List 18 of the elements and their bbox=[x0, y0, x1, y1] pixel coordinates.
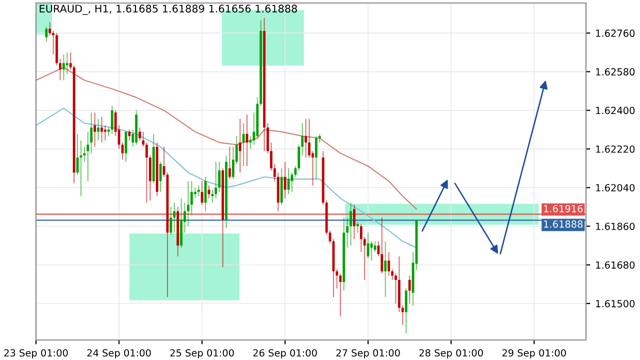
y-tick-label: 1.62400 bbox=[596, 106, 635, 114]
x-tick-label: 27 Sep 01:00 bbox=[336, 349, 400, 358]
x-tick-label: 29 Sep 01:00 bbox=[502, 349, 566, 358]
x-tick-label: 23 Sep 01:00 bbox=[4, 349, 68, 358]
y-tick-label: 1.62220 bbox=[596, 145, 635, 153]
y-tick-label: 1.61500 bbox=[596, 300, 635, 308]
ref-line-label: 1.61916 bbox=[544, 204, 583, 212]
x-tick-label: 24 Sep 01:00 bbox=[87, 349, 151, 358]
y-tick-label: 1.61680 bbox=[596, 261, 635, 269]
x-tick-label: 25 Sep 01:00 bbox=[170, 349, 234, 358]
chart-title: EURAUD_, H1, 1.61685 1.61889 1.61656 1.61888 bbox=[40, 4, 297, 15]
y-tick-label: 1.62760 bbox=[596, 30, 635, 37]
y-tick-label: 1.61860 bbox=[596, 222, 635, 230]
ref-line-label: 1.61888 bbox=[544, 220, 583, 228]
x-tick-label: 28 Sep 01:00 bbox=[419, 349, 483, 358]
x-tick-label: 26 Sep 01:00 bbox=[253, 349, 317, 358]
y-tick-label: 1.62580 bbox=[596, 68, 635, 76]
y-tick-label: 1.62040 bbox=[596, 184, 635, 192]
